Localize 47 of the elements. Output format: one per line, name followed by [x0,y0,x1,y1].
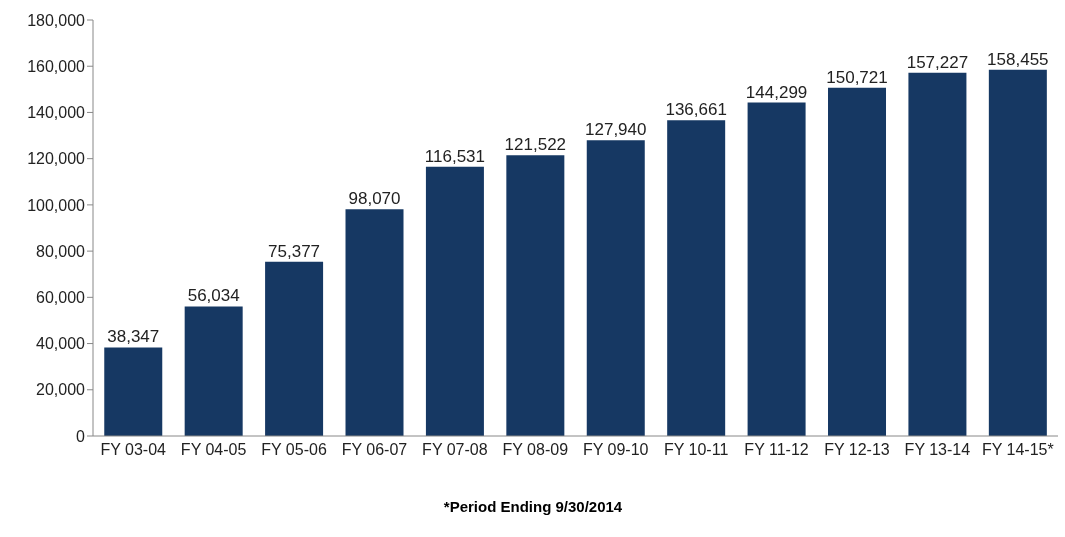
x-tick-label: FY 03-04 [100,441,167,459]
x-tick-label: FY 12-13 [824,441,890,459]
data-label: 75,377 [268,241,321,261]
bar [988,69,1047,436]
bar [586,140,645,436]
bar [104,347,163,436]
data-label: 127,940 [585,120,647,140]
data-label: 121,522 [504,135,567,155]
data-label: 150,721 [826,67,888,87]
y-tick-label: 180,000 [27,11,86,29]
x-tick-label: FY 04-05 [180,441,247,459]
x-tick-label: FY 05-06 [261,441,327,459]
y-tick-label: 80,000 [36,242,86,260]
y-tick-label: 160,000 [27,57,86,75]
data-label: 158,455 [987,49,1049,69]
y-tick-label: 40,000 [36,335,86,353]
data-label: 38,347 [107,327,160,347]
x-tick-label: FY 10-11 [663,441,729,459]
text: *Period Ending 9/30/2014 [442,498,624,515]
x-tick-label: FY 14-15* [981,441,1054,459]
y-tick-label: 0 [76,427,86,445]
data-label: 56,034 [187,286,240,306]
bar [184,306,243,436]
bar [908,72,967,436]
y-tick-label: 120,000 [27,150,86,168]
bar [425,166,484,436]
bar [345,209,404,436]
x-tick-label: FY 06-07 [341,441,408,459]
y-tick-label: 60,000 [36,289,86,307]
x-tick-label: FY 13-14 [904,441,971,459]
bar [828,87,887,436]
data-label: 116,531 [424,146,486,166]
x-tick-label: FY 11-12 [744,441,809,459]
data-label: 144,299 [745,82,808,102]
data-label: 98,070 [348,189,401,209]
bar [265,261,324,436]
data-label: 157,227 [906,52,969,72]
x-tick-label: FY 09-10 [582,441,649,459]
bar [747,102,806,436]
data-label: 136,661 [665,100,727,120]
x-tick-label: FY 07-08 [422,441,488,459]
bar [667,120,726,436]
bar [506,155,565,436]
y-tick-label: 20,000 [36,381,86,399]
y-tick-label: 100,000 [27,196,86,214]
x-tick-label: FY 08-09 [502,441,569,459]
y-tick-label: 140,000 [27,104,86,122]
